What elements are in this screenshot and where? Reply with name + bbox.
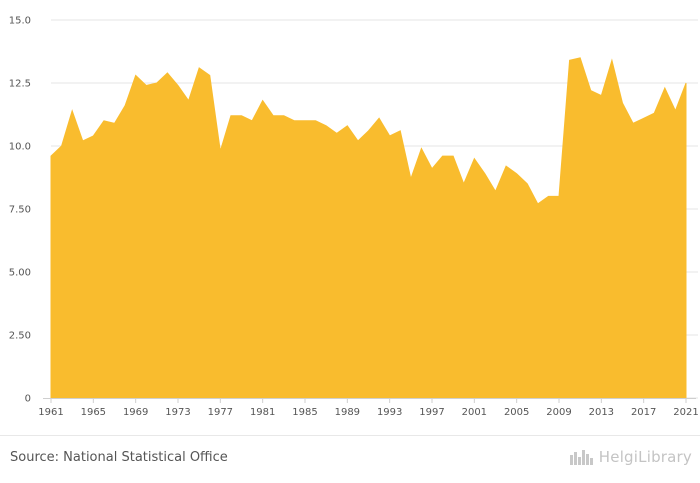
x-tick-label: 2009 — [546, 407, 571, 418]
x-tick-label: 1969 — [123, 407, 148, 418]
x-tick-label: 1977 — [208, 407, 233, 418]
y-tick-label: 12.5 — [9, 79, 31, 90]
axes: 0 2.50 5.00 7.50 10.0 12.5 15.0 1961 1965 1969 197… — [9, 16, 699, 419]
source-note: Source: National Statistical Office — [10, 450, 228, 465]
x-tick-label: 2013 — [589, 407, 614, 418]
y-tick-label: 7.50 — [9, 205, 31, 216]
y-tick-label: 10.0 — [9, 142, 31, 153]
x-tick-label: 1973 — [165, 407, 190, 418]
y-tick-label: 15.0 — [9, 16, 31, 27]
x-tick-label: 1961 — [38, 407, 63, 418]
x-tick-label: 1981 — [250, 407, 275, 418]
logo-text: HelgiLibrary — [598, 448, 692, 466]
x-tick-label: 1989 — [335, 407, 360, 418]
helgi-library-logo[interactable]: HelgiLibrary — [569, 448, 692, 466]
x-tick-label: 1985 — [292, 407, 317, 418]
area-chart: 0 2.50 5.00 7.50 10.0 12.5 15.0 1961 1965 1969 197… — [9, 16, 699, 419]
y-tick-label: 2.50 — [9, 331, 31, 342]
x-tick-label: 1997 — [419, 407, 444, 418]
footer-divider — [0, 435, 700, 436]
x-tick-label: 2021 — [673, 407, 698, 418]
city-skyline-icon — [569, 450, 593, 465]
plot-area — [50, 57, 687, 399]
x-tick-label: 1965 — [81, 407, 106, 418]
data-area — [50, 57, 687, 399]
x-tick-label: 1993 — [377, 407, 402, 418]
x-tick-label: 2005 — [504, 407, 529, 418]
y-tick-label: 0 — [25, 394, 31, 405]
x-tick-label: 2001 — [462, 407, 487, 418]
x-tick-label: 2017 — [631, 407, 656, 418]
y-tick-label: 5.00 — [9, 268, 31, 279]
